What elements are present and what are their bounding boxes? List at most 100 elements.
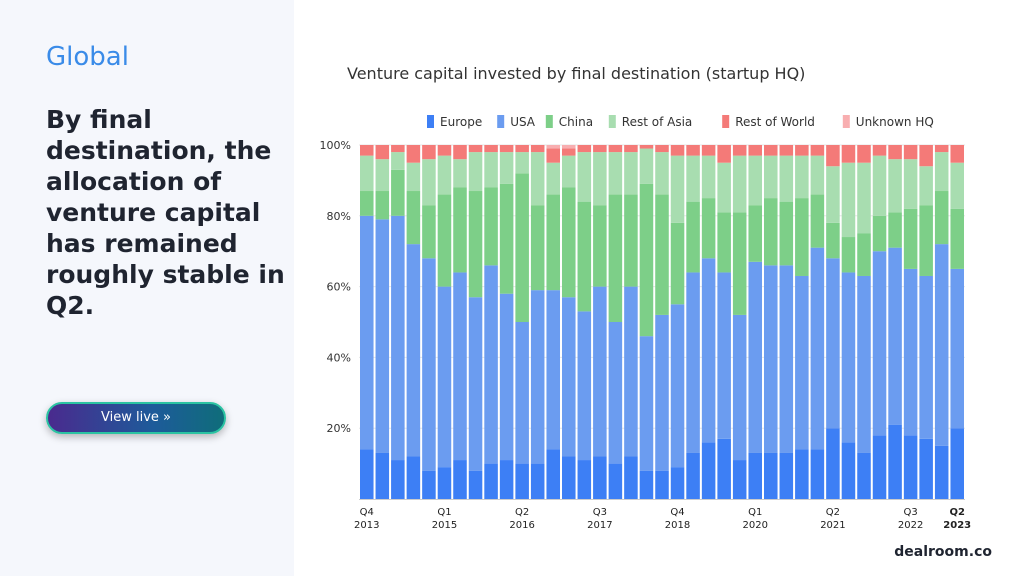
bar-segment-usa bbox=[872, 251, 887, 436]
bar-segment-rest-of-world bbox=[826, 145, 840, 167]
bar-segment-china bbox=[764, 198, 778, 266]
bar-segment-china bbox=[872, 215, 887, 252]
bar-segment-usa bbox=[453, 272, 467, 461]
bar-segment-rest-of-asia bbox=[593, 152, 607, 206]
bar-segment-rest-of-asia bbox=[639, 148, 654, 184]
bar-segment-rest-of-world bbox=[919, 145, 933, 167]
bar-segment-europe bbox=[701, 442, 716, 499]
bar-segment-usa bbox=[950, 268, 964, 429]
bar-segment-rest-of-world bbox=[764, 145, 778, 156]
bar-segment-china bbox=[391, 169, 405, 216]
bar-segment-china bbox=[406, 191, 421, 245]
bar-segment-rest-of-world bbox=[857, 145, 871, 163]
bar-segment-rest-of-world bbox=[748, 145, 762, 156]
bar-segment-rest-of-asia bbox=[717, 162, 731, 213]
bar-Q3-2021 bbox=[841, 145, 856, 499]
bar-segment-china bbox=[639, 183, 654, 337]
bar-segment-usa bbox=[639, 336, 654, 471]
bar-segment-usa bbox=[360, 215, 374, 450]
bar-segment-europe bbox=[593, 456, 607, 499]
bar-segment-china bbox=[484, 187, 498, 266]
bar-segment-europe bbox=[391, 460, 405, 499]
bar-segment-rest-of-asia bbox=[810, 155, 825, 195]
view-live-button[interactable]: View live » bbox=[46, 402, 226, 434]
bar-Q2-2018 bbox=[639, 145, 654, 499]
bar-segment-europe bbox=[903, 435, 918, 499]
bar-segment-china bbox=[499, 183, 514, 294]
x-tick-year: 2021 bbox=[820, 520, 845, 531]
bar-segment-rest-of-asia bbox=[748, 155, 762, 206]
bar-Q4-2013 bbox=[360, 145, 374, 499]
legend-swatch-unknown-hq bbox=[842, 115, 850, 128]
bar-segment-china bbox=[888, 212, 902, 248]
bar-segment-rest-of-world bbox=[546, 148, 560, 163]
bar-segment-europe bbox=[888, 424, 902, 499]
bar-Q1-2023 bbox=[934, 145, 949, 499]
bar-segment-usa bbox=[499, 293, 514, 461]
bar-segment-rest-of-asia bbox=[530, 152, 545, 206]
legend-label: Unknown HQ bbox=[856, 115, 934, 129]
x-tick-quarter: Q1 bbox=[748, 507, 762, 518]
bar-segment-unknown-hq bbox=[562, 145, 576, 149]
bar-segment-rest-of-world bbox=[950, 145, 964, 163]
bar-segment-rest-of-world bbox=[484, 145, 498, 153]
bar-segment-china bbox=[422, 205, 436, 259]
bar-segment-rest-of-asia bbox=[577, 152, 592, 202]
bar-Q2-2014 bbox=[391, 145, 405, 499]
bar-Q3-2020 bbox=[779, 145, 794, 499]
bar-segment-europe bbox=[577, 460, 592, 499]
bar-segment-rest-of-asia bbox=[422, 159, 436, 206]
bar-segment-europe bbox=[717, 438, 731, 499]
bar-segment-usa bbox=[546, 290, 560, 450]
bar-segment-china bbox=[546, 194, 560, 291]
legend-swatch-rest-of-asia bbox=[608, 115, 616, 128]
bar-segment-rest-of-world bbox=[375, 145, 390, 160]
bar-segment-europe bbox=[562, 456, 576, 499]
bar-segment-china bbox=[360, 191, 374, 216]
bar-segment-rest-of-world bbox=[655, 145, 669, 153]
bar-segment-europe bbox=[546, 449, 560, 499]
bar-segment-rest-of-world bbox=[903, 145, 918, 160]
bar-segment-china bbox=[686, 201, 700, 273]
x-tick-quarter: Q1 bbox=[437, 507, 451, 518]
bar-segment-rest-of-asia bbox=[391, 152, 405, 170]
bar-segment-usa bbox=[686, 272, 700, 453]
bar-segment-china bbox=[857, 233, 871, 276]
bar-segment-china bbox=[608, 194, 623, 322]
bar-segment-usa bbox=[422, 258, 436, 471]
x-tick-year: 2013 bbox=[354, 520, 379, 531]
bar-segment-europe bbox=[872, 435, 887, 499]
bar-segment-china bbox=[748, 205, 762, 262]
x-tick-year: 2016 bbox=[509, 520, 534, 531]
bar-segment-china bbox=[515, 173, 529, 322]
bar-segment-china bbox=[903, 208, 918, 269]
bar-segment-rest-of-world bbox=[701, 145, 716, 156]
bar-segment-usa bbox=[437, 286, 452, 468]
bar-segment-rest-of-asia bbox=[903, 159, 918, 209]
bar-segment-rest-of-asia bbox=[360, 155, 374, 192]
y-axis: 20% 40% 60% 80% 100% bbox=[320, 139, 351, 435]
bar-segment-usa bbox=[391, 215, 405, 461]
legend-swatch-rest-of-world bbox=[722, 115, 730, 128]
bar-segment-europe bbox=[530, 463, 545, 499]
y-tick-label: 40% bbox=[327, 351, 351, 364]
bar-segment-rest-of-world bbox=[453, 145, 467, 160]
bar-Q4-2019 bbox=[732, 145, 747, 499]
bar-Q2-2021 bbox=[826, 145, 840, 499]
bar-segment-europe bbox=[950, 428, 964, 499]
bar-segment-rest-of-world bbox=[391, 145, 405, 153]
bar-Q4-2018 bbox=[670, 145, 685, 499]
bar-segment-rest-of-asia bbox=[795, 155, 809, 199]
bar-segment-rest-of-asia bbox=[888, 159, 902, 213]
bar-segment-usa bbox=[732, 314, 747, 461]
bar-segment-usa bbox=[608, 322, 623, 464]
bar-segment-rest-of-world bbox=[795, 145, 809, 156]
bar-segment-rest-of-asia bbox=[732, 155, 747, 213]
bar-segment-usa bbox=[779, 265, 794, 453]
bar-segment-rest-of-world bbox=[624, 145, 638, 153]
legend-swatch-europe bbox=[427, 115, 434, 128]
bar-segment-unknown-hq bbox=[546, 145, 560, 149]
bar-segment-rest-of-asia bbox=[919, 166, 933, 206]
x-tick-year: 2022 bbox=[898, 520, 923, 531]
bar-segment-rest-of-world bbox=[360, 145, 374, 156]
